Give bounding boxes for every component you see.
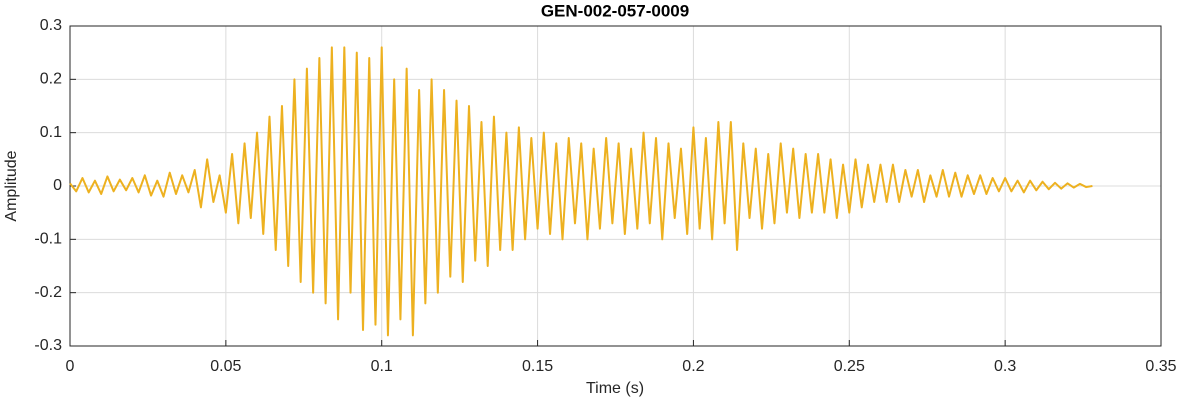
x-tick-label: 0.25 <box>834 358 865 375</box>
y-tick-label: 0.2 <box>40 71 62 88</box>
x-tick-label: 0.35 <box>1145 358 1176 375</box>
y-tick-label: -0.2 <box>34 284 62 301</box>
plot-box <box>69 25 1162 347</box>
y-tick-label: 0.1 <box>40 124 62 141</box>
x-tick-label: 0.15 <box>522 358 553 375</box>
chart-title: GEN-002-057-0009 <box>541 1 689 20</box>
y-tick-label: -0.1 <box>34 231 62 248</box>
signal-line <box>69 46 1093 337</box>
y-tick-label: 0 <box>53 177 62 194</box>
x-tick-label: 0.1 <box>371 358 393 375</box>
x-axis-label: Time (s) <box>586 380 644 397</box>
x-tick-label: 0 <box>66 358 75 375</box>
x-tick-label: 0.3 <box>994 358 1016 375</box>
y-axis-label: Amplitude <box>3 150 20 221</box>
y-tick-label: 0.3 <box>40 17 62 34</box>
x-tick-label: 0.05 <box>210 358 241 375</box>
y-tick-label: -0.3 <box>34 337 62 354</box>
x-tick-label: 0.2 <box>682 358 704 375</box>
